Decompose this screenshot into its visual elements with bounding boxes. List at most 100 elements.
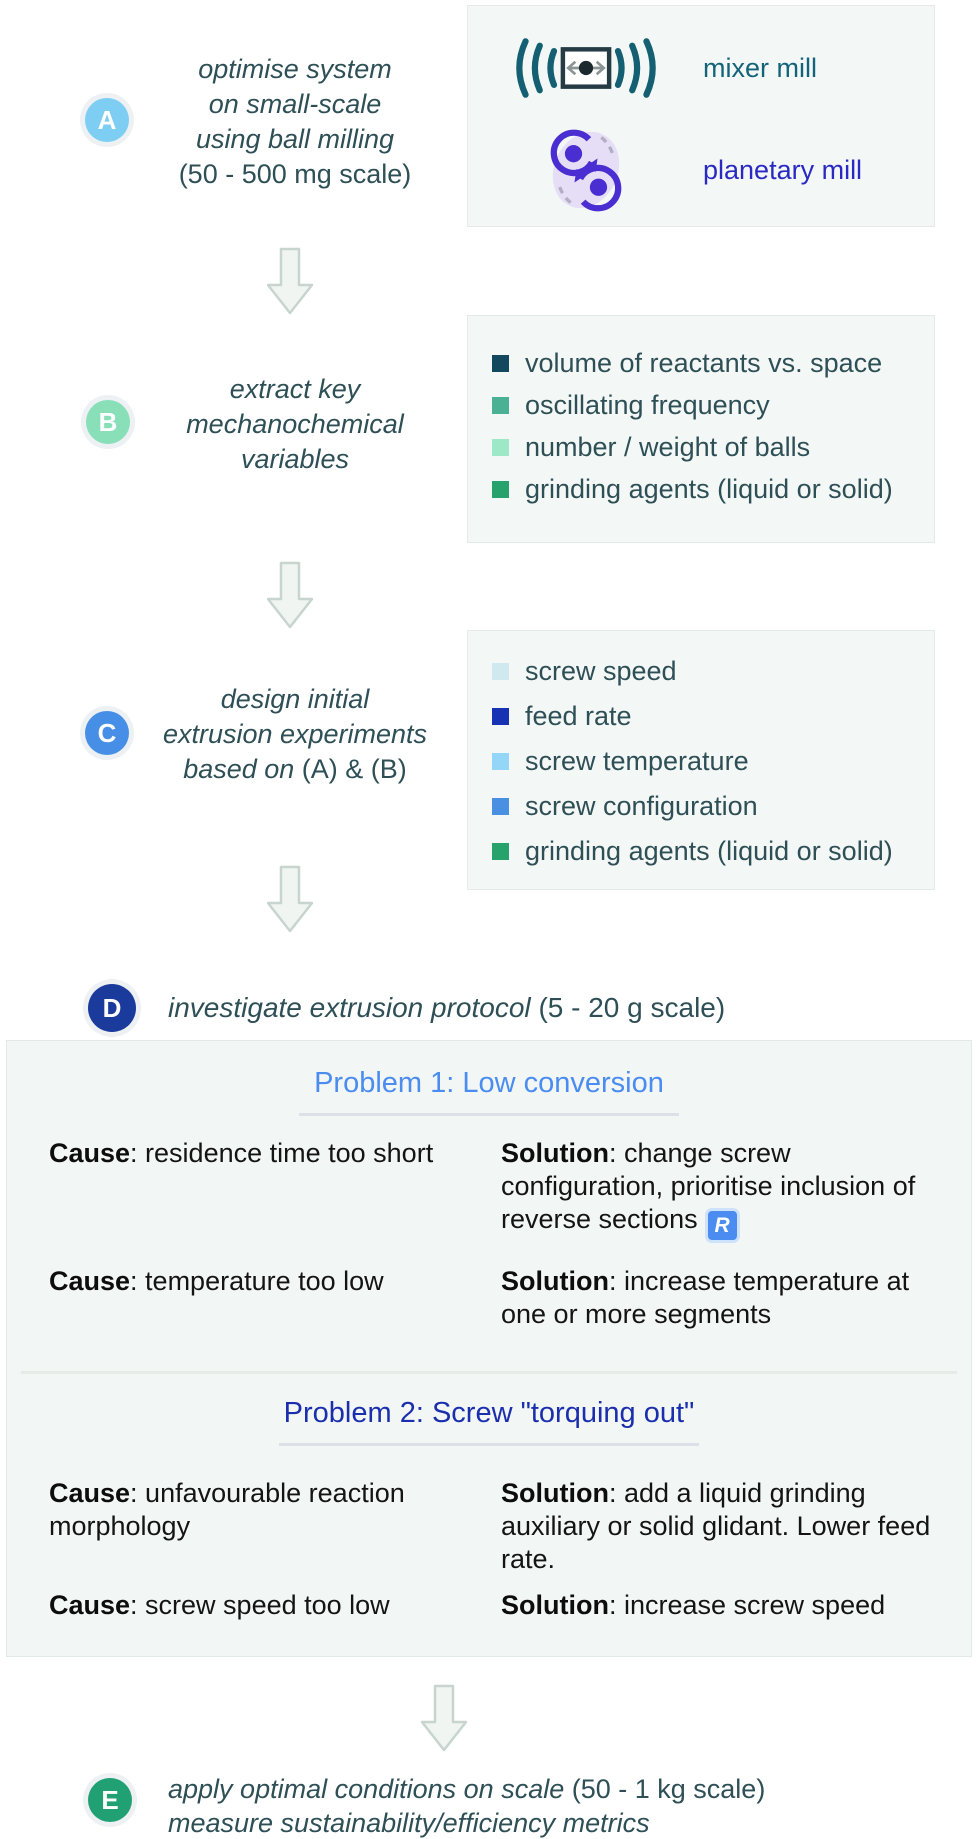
step-e-description: apply optimal conditions on scale (50 - … [168, 1772, 765, 1839]
solution-text: : increase temperature at one or more se… [501, 1266, 910, 1329]
step-a-letter: A [97, 105, 117, 135]
cause-label: Cause [49, 1478, 131, 1508]
variable-item: number / weight of balls [468, 426, 934, 468]
cause-cell: Cause: residence time too short [49, 1137, 479, 1170]
step-c-line-3: based on (A) & (B) [100, 752, 490, 787]
cause-text: : screw speed too low [130, 1590, 390, 1620]
step-c-line-3-refs: (A) & (B) [301, 754, 407, 784]
vibrating-jar-icon [515, 38, 656, 98]
step-a-badge: A [85, 98, 129, 142]
variable-label: feed rate [525, 701, 632, 731]
bullet-square-icon [492, 354, 509, 372]
step-b-letter: B [98, 407, 118, 437]
step-e-badge: E [88, 1778, 132, 1822]
problem-2-title: Problem 2: Screw "torquing out" [283, 1397, 695, 1429]
variable-item: volume of reactants vs. space [468, 342, 934, 384]
cause-text: : residence time too short [130, 1138, 434, 1168]
troubleshooting-panel: Problem 1: Low conversion Cause: residen… [6, 1040, 972, 1657]
variable-item: grinding agents (liquid or solid) [468, 468, 934, 510]
solution-text: : add a liquid grinding auxiliary or sol… [501, 1478, 931, 1574]
variable-item: screw speed [468, 649, 934, 694]
step-a-line-1: optimise system [198, 54, 392, 84]
step-c-description: design initial extrusion experiments bas… [100, 682, 490, 787]
down-arrow-icon [266, 247, 314, 315]
step-e-scale-note: (50 - 1 kg scale) [571, 1774, 766, 1804]
solution-label: Solution [501, 1266, 609, 1296]
variable-label: screw configuration [525, 791, 758, 821]
cause-cell: Cause: unfavourable reaction morphology [49, 1477, 479, 1543]
step-b-line-1: extract key [229, 374, 361, 404]
reverse-section-badge: R [707, 1211, 737, 1240]
step-c-letter: C [97, 718, 117, 748]
step-a-description: optimise system on small-scale using bal… [120, 52, 470, 192]
step-d-letter: D [102, 993, 122, 1023]
rotating-jars-icon [550, 129, 621, 212]
solution-label: Solution [501, 1478, 609, 1508]
planetary-mill-row: planetary mill [468, 120, 934, 220]
solution-cell: Solution: add a liquid grinding auxiliar… [501, 1477, 953, 1576]
bullet-square-icon [492, 843, 509, 860]
solution-cell: Solution: change screw configuration, pr… [501, 1137, 953, 1240]
step-c-line-3-italic: based on [183, 754, 302, 784]
down-arrow-icon [266, 561, 314, 629]
bullet-square-icon [492, 438, 509, 456]
solution-label: Solution [501, 1590, 609, 1620]
step-d-text-italic: investigate extrusion protocol [168, 992, 539, 1023]
step-d-scale-note: (5 - 20 g scale) [538, 992, 726, 1023]
down-arrow-icon [420, 1684, 468, 1752]
bullet-square-icon [492, 708, 509, 725]
mixer-mill-row: mixer mill [468, 16, 934, 120]
variable-label: oscillating frequency [525, 389, 770, 420]
mixer-mill-label: mixer mill [703, 52, 817, 83]
solution-text: : change screw configuration, prioritise… [501, 1138, 916, 1234]
solution-label: Solution [501, 1138, 609, 1168]
step-a-line-2: on small-scale [208, 89, 382, 119]
bullet-square-icon [492, 663, 509, 680]
problem-2-underline [279, 1443, 699, 1446]
solution-cell: Solution: increase screw speed [501, 1589, 953, 1622]
variable-item: grinding agents (liquid or solid) [468, 829, 934, 874]
step-d-badge: D [88, 984, 136, 1032]
extrusion-variables-box: screw speed feed rate screw temperature … [467, 630, 935, 890]
step-b-line-3: variables [240, 444, 350, 474]
variable-item: feed rate [468, 694, 934, 739]
bullet-square-icon [492, 798, 509, 815]
variable-label: number / weight of balls [525, 431, 811, 462]
step-b-line-2: mechanochemical [186, 409, 404, 439]
planetary-mill-label: planetary mill [703, 154, 863, 185]
variable-label: screw speed [525, 656, 677, 686]
milling-options-box: mixer mill planetary mill [467, 5, 935, 227]
solution-text: : increase screw speed [608, 1590, 886, 1620]
variable-item: oscillating frequency [468, 384, 934, 426]
cause-label: Cause [49, 1138, 131, 1168]
step-e-line-1-italic: apply optimal conditions on scale [168, 1774, 572, 1804]
step-e-letter: E [101, 1785, 119, 1815]
step-c-badge: C [85, 711, 129, 755]
variable-label: screw temperature [525, 746, 749, 776]
mixer-mill-icon [468, 36, 703, 100]
variable-label: volume of reactants vs. space [525, 347, 883, 378]
cause-label: Cause [49, 1590, 131, 1620]
variable-item: screw temperature [468, 739, 934, 784]
down-arrow-icon [266, 865, 314, 933]
variable-label: grinding agents (liquid or solid) [525, 836, 893, 866]
cause-text: : temperature too low [130, 1266, 384, 1296]
bullet-square-icon [492, 480, 509, 498]
mechanochemical-variables-box: volume of reactants vs. space oscillatin… [467, 315, 935, 543]
panel-divider [21, 1371, 957, 1374]
cause-text: : unfavourable reaction morphology [49, 1478, 405, 1541]
step-b-description: extract key mechanochemical variables [120, 372, 470, 477]
bullet-square-icon [492, 753, 509, 770]
variable-item: screw configuration [468, 784, 934, 829]
step-c-line-1: design initial [220, 684, 370, 714]
step-b-badge: B [86, 400, 130, 444]
variable-label: grinding agents (liquid or solid) [525, 473, 893, 504]
planetary-mill-icon [468, 121, 703, 219]
step-d-description: investigate extrusion protocol (5 - 20 g… [168, 992, 725, 1024]
step-e-line-2: measure sustainability/efficiency metric… [168, 1808, 650, 1838]
cause-label: Cause [49, 1266, 131, 1296]
solution-cell: Solution: increase temperature at one or… [501, 1265, 953, 1331]
bullet-square-icon [492, 396, 509, 414]
cause-cell: Cause: temperature too low [49, 1265, 479, 1298]
